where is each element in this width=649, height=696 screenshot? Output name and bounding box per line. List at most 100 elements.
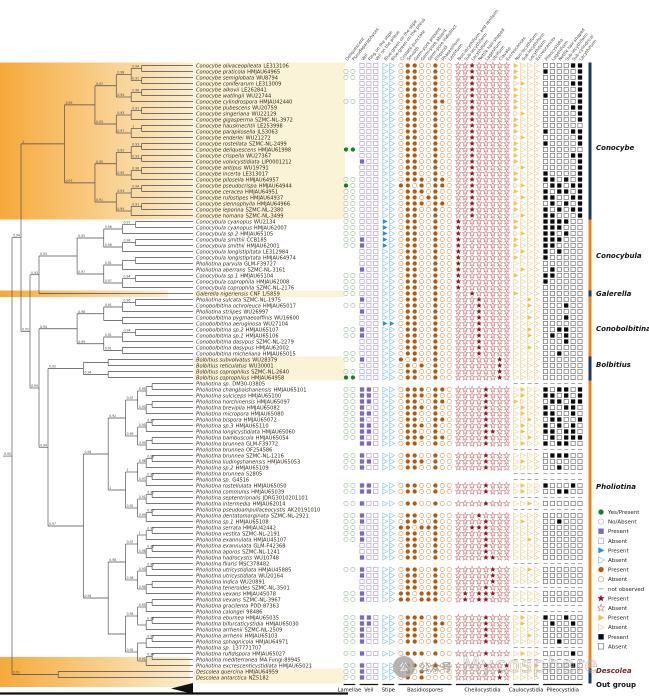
matrix-symbol bbox=[350, 489, 356, 495]
matrix-symbol bbox=[571, 473, 576, 474]
matrix-symbol bbox=[577, 620, 583, 626]
matrix-symbol bbox=[468, 499, 476, 507]
matrix-symbol bbox=[405, 639, 410, 644]
matrix-symbol bbox=[570, 572, 576, 578]
matrix-symbol bbox=[426, 435, 432, 441]
taxon-label: Conocybe hausknechtii LE253998 bbox=[196, 123, 283, 129]
matrix-symbol bbox=[366, 584, 372, 590]
matrix-symbol bbox=[446, 104, 452, 110]
matrix-symbol bbox=[502, 151, 511, 159]
matrix-symbol bbox=[475, 277, 483, 285]
matrix-row bbox=[343, 421, 583, 429]
matrix-symbol bbox=[520, 92, 527, 99]
matrix-symbol bbox=[359, 291, 365, 297]
matrix-symbol bbox=[389, 344, 396, 351]
matrix-symbol bbox=[373, 153, 379, 159]
matrix-symbol bbox=[419, 147, 425, 153]
matrix-symbol bbox=[382, 590, 389, 597]
matrix-symbol bbox=[577, 614, 583, 620]
matrix-symbol bbox=[350, 417, 356, 423]
matrix-symbol bbox=[570, 596, 576, 602]
matrix-symbol bbox=[543, 387, 548, 392]
matrix-symbol bbox=[366, 483, 372, 488]
matrix-symbol bbox=[549, 674, 555, 680]
matrix-symbol bbox=[482, 205, 490, 213]
matrix-symbol bbox=[440, 417, 445, 422]
matrix-symbol bbox=[412, 483, 417, 488]
matrix-symbol bbox=[563, 285, 569, 291]
matrix-symbol bbox=[426, 591, 431, 596]
matrix-symbol bbox=[597, 537, 605, 544]
matrix-symbol bbox=[550, 479, 555, 480]
matrix-symbol bbox=[389, 254, 396, 261]
matrix-symbol bbox=[596, 603, 606, 612]
matrix-symbol bbox=[533, 464, 540, 471]
matrix-symbol bbox=[577, 405, 583, 411]
taxon-name: Pholiotina exannulata bbox=[196, 537, 251, 543]
matrix-symbol bbox=[520, 308, 527, 315]
matrix-symbol bbox=[412, 87, 417, 92]
matrix-symbol bbox=[398, 62, 404, 68]
group-label: Conocybe bbox=[596, 144, 634, 152]
matrix-symbol bbox=[557, 207, 562, 212]
matrix-symbol bbox=[468, 301, 476, 309]
taxon-voucher: HMJAU62008 bbox=[256, 279, 289, 285]
matrix-symbol bbox=[563, 524, 569, 530]
matrix-symbol bbox=[419, 116, 425, 122]
matrix-symbol bbox=[475, 649, 483, 657]
matrix-symbol bbox=[563, 273, 569, 279]
matrix-symbol bbox=[426, 584, 432, 590]
matrix-symbol bbox=[495, 103, 504, 111]
matrix-symbol bbox=[527, 449, 532, 450]
matrix-symbol bbox=[350, 596, 356, 602]
matrix-symbol bbox=[513, 374, 520, 381]
matrix-symbol bbox=[489, 229, 497, 237]
support-value: 0.95 bbox=[139, 441, 146, 445]
matrix-symbol bbox=[454, 391, 463, 399]
matrix-symbol bbox=[373, 165, 379, 171]
matrix-symbol bbox=[483, 584, 489, 590]
matrix-symbol bbox=[520, 416, 527, 423]
matrix-symbol bbox=[455, 254, 462, 260]
matrix-symbol bbox=[495, 403, 504, 411]
matrix-symbol bbox=[556, 512, 562, 518]
taxon-name: Pholiotina excrescenticystidiata bbox=[196, 663, 277, 669]
matrix-symbol bbox=[520, 74, 527, 81]
matrix-symbol bbox=[398, 345, 404, 351]
matrix-symbol bbox=[461, 571, 469, 579]
taxon-label: Conocybe pilosella HMJAU64957 bbox=[196, 177, 279, 183]
matrix-symbol bbox=[570, 578, 576, 584]
matrix-symbol bbox=[373, 393, 379, 399]
matrix-symbol bbox=[563, 74, 569, 80]
matrix-symbol bbox=[366, 68, 372, 74]
matrix-symbol bbox=[533, 440, 540, 447]
matrix-symbol bbox=[577, 93, 583, 98]
matrix-row bbox=[359, 313, 583, 321]
matrix-symbol bbox=[373, 590, 379, 596]
matrix-symbol bbox=[382, 614, 389, 621]
taxon-name: Conocybula smithii bbox=[196, 237, 245, 243]
matrix-symbol bbox=[533, 458, 540, 465]
matrix-symbol bbox=[405, 213, 410, 218]
matrix-symbol bbox=[527, 512, 533, 519]
matrix-row bbox=[343, 331, 583, 339]
matrix-row bbox=[343, 613, 583, 621]
taxon-voucher: CCB185 bbox=[247, 237, 267, 243]
legend-label: Present bbox=[608, 596, 629, 602]
matrix-symbol bbox=[461, 199, 469, 207]
matrix-symbol bbox=[489, 79, 497, 87]
matrix-row bbox=[343, 205, 583, 213]
matrix-symbol bbox=[439, 668, 445, 674]
matrix-symbol bbox=[468, 463, 476, 471]
matrix-symbol bbox=[405, 573, 410, 578]
matrix-symbol bbox=[412, 201, 417, 206]
matrix-symbol bbox=[382, 92, 389, 99]
matrix-symbol bbox=[405, 621, 410, 626]
matrix-symbol bbox=[527, 116, 533, 123]
taxon-label: Conocybe parapilosella JLS3063 bbox=[196, 129, 278, 135]
matrix-symbol bbox=[570, 285, 576, 291]
matrix-symbol bbox=[446, 291, 452, 297]
matrix-symbol bbox=[557, 647, 562, 648]
matrix-symbol bbox=[398, 501, 404, 507]
matrix-symbol bbox=[527, 596, 533, 603]
